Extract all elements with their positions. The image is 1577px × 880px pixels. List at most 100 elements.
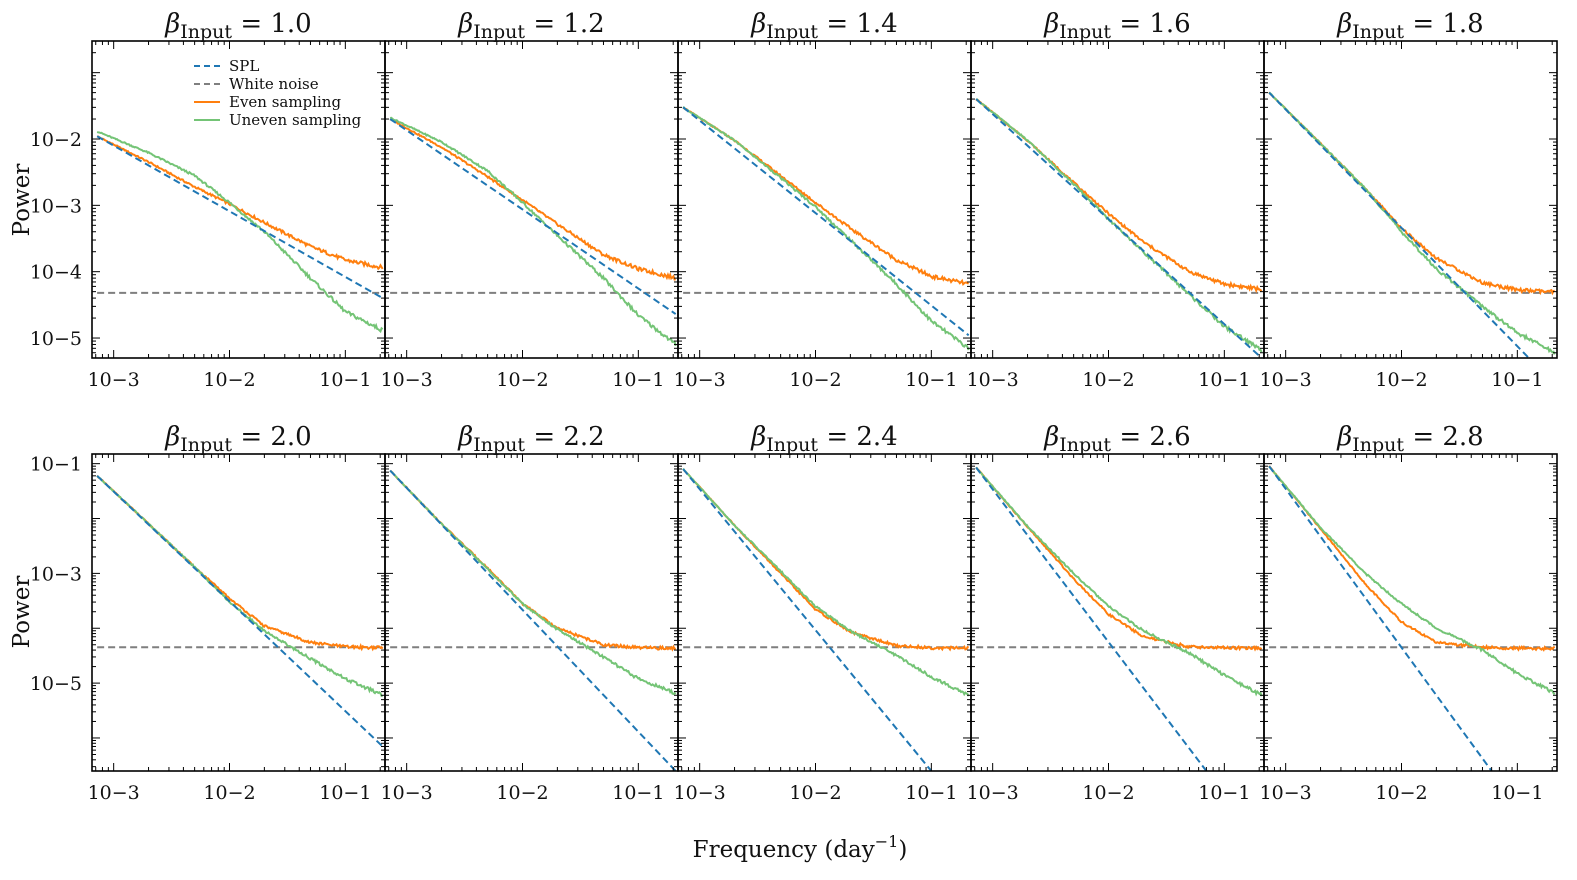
uneven-sampling-line	[682, 468, 970, 697]
panel-title-subscript: Input	[1059, 434, 1111, 456]
even-sampling-line	[96, 475, 384, 652]
spl-line	[975, 98, 1263, 358]
legend: SPL White noise Even sampling Uneven sam…	[194, 57, 362, 129]
panel-title-symbol: β	[1043, 422, 1059, 452]
x-ticks	[388, 454, 674, 771]
panel-frame	[1263, 40, 1558, 359]
x-tick-label: 10−1	[612, 369, 664, 391]
x-tick-label: 10−1	[905, 782, 957, 804]
panel-title: βInput = 1.4	[750, 9, 897, 43]
x-tick-label: 10−2	[789, 369, 841, 391]
panel-title: βInput = 1.2	[457, 9, 604, 43]
panel-title-value: = 1.8	[1404, 9, 1484, 39]
x-tick-label: 10−2	[203, 369, 255, 391]
legend-label-uneven: Uneven sampling	[229, 111, 362, 129]
panel-title-value: = 1.2	[525, 9, 605, 39]
uneven-sampling-line	[1268, 465, 1556, 695]
panel-title-symbol: β	[164, 422, 180, 452]
panel-frame	[970, 40, 1265, 359]
y-ticks	[92, 463, 385, 768]
panel-title-value: = 1.0	[232, 9, 312, 39]
panel-title-symbol: β	[1336, 422, 1352, 452]
y-ticks	[385, 52, 678, 354]
x-tick-label: 10−2	[496, 782, 548, 804]
panel-frame	[677, 40, 972, 359]
plot-area	[975, 466, 1263, 771]
x-axis-title-suffix: )	[898, 837, 907, 863]
panel-title-value: = 1.6	[1111, 9, 1191, 39]
x-tick-label: 10−1	[905, 369, 957, 391]
panel-title-symbol: β	[750, 422, 766, 452]
panel-4: 10−3 10−2 10−1 βInput = 1.6	[967, 9, 1265, 391]
panel-1: 10−3 10−2 10−1 10−5 10−4 10−3 10−2 βInput = 1.0	[30, 9, 386, 391]
uneven-sampling-line	[96, 131, 384, 334]
panel-title: βInput = 2.0	[164, 422, 311, 456]
x-tick-label: 10−3	[1260, 782, 1312, 804]
panel-title-symbol: β	[164, 9, 180, 39]
x-tick-label: 10−1	[319, 369, 371, 391]
plot-area	[96, 131, 384, 334]
panel-title-symbol: β	[750, 9, 766, 39]
panel-title-subscript: Input	[1059, 21, 1111, 43]
panel-title-symbol: β	[457, 422, 473, 452]
x-tick-label: 10−1	[319, 782, 371, 804]
legend-label-white-noise: White noise	[229, 75, 319, 93]
x-tick-label: 10−2	[789, 782, 841, 804]
panel-title-value: = 2.2	[525, 422, 605, 452]
uneven-sampling-line	[1268, 91, 1556, 355]
y-tick-label: 10−2	[30, 129, 82, 151]
even-sampling-line	[682, 468, 970, 652]
panel-title-subscript: Input	[180, 434, 232, 456]
panel-7: 10−3 10−2 10−1 βInput = 2.2	[381, 422, 679, 804]
x-tick-label: 10−3	[674, 782, 726, 804]
spl-line	[1268, 465, 1493, 771]
uneven-sampling-line	[682, 106, 970, 351]
panel-title-value: = 2.6	[1111, 422, 1191, 452]
panel-title: βInput = 2.4	[750, 422, 897, 456]
panel-title: βInput = 2.2	[457, 422, 604, 456]
plot-area	[389, 116, 677, 347]
spl-line	[389, 469, 677, 771]
x-tick-label: 10−2	[203, 782, 255, 804]
x-ticks	[95, 41, 381, 358]
y-axis-title-top: Power	[9, 164, 35, 237]
uneven-sampling-line	[389, 469, 677, 696]
even-sampling-line	[1268, 91, 1555, 296]
y-ticks	[678, 52, 971, 354]
spl-line	[682, 468, 933, 771]
y-ticks	[1264, 463, 1557, 768]
spl-line	[975, 466, 1208, 771]
legend-label-spl: SPL	[229, 57, 259, 75]
panel-title-symbol: β	[457, 9, 473, 39]
panel-title-value: = 2.4	[818, 422, 898, 452]
panel-title: βInput = 1.6	[1043, 9, 1190, 43]
even-sampling-line	[1268, 465, 1556, 652]
panel-title-subscript: Input	[766, 434, 818, 456]
x-tick-label: 10−3	[88, 782, 140, 804]
uneven-sampling-line	[390, 116, 677, 347]
plot-area	[1268, 91, 1556, 358]
even-sampling-line	[975, 98, 1263, 294]
x-tick-label: 10−1	[1491, 369, 1543, 391]
x-axis-title: Frequency (day−1)	[693, 832, 908, 863]
x-tick-label: 10−3	[967, 369, 1019, 391]
panel-title-subscript: Input	[1352, 21, 1404, 43]
plot-area	[975, 98, 1263, 358]
x-ticks	[388, 41, 674, 358]
panel-title-subscript: Input	[766, 21, 818, 43]
plot-area	[389, 469, 677, 771]
y-ticks	[1264, 52, 1557, 354]
even-sampling-line	[389, 118, 676, 281]
x-tick-label: 10−1	[1198, 369, 1250, 391]
even-sampling-line	[975, 466, 1263, 652]
x-tick-label: 10−3	[674, 369, 726, 391]
plot-area	[96, 475, 384, 748]
panel-frame	[384, 453, 679, 772]
panel-6: 10−3 10−2 10−1 10−5 10−3 10−1 βInput = 2.0	[30, 422, 386, 804]
panel-title-subscript: Input	[180, 21, 232, 43]
legend-label-even: Even sampling	[229, 93, 341, 111]
x-tick-label: 10−3	[967, 782, 1019, 804]
panel-title: βInput = 1.8	[1336, 9, 1483, 43]
